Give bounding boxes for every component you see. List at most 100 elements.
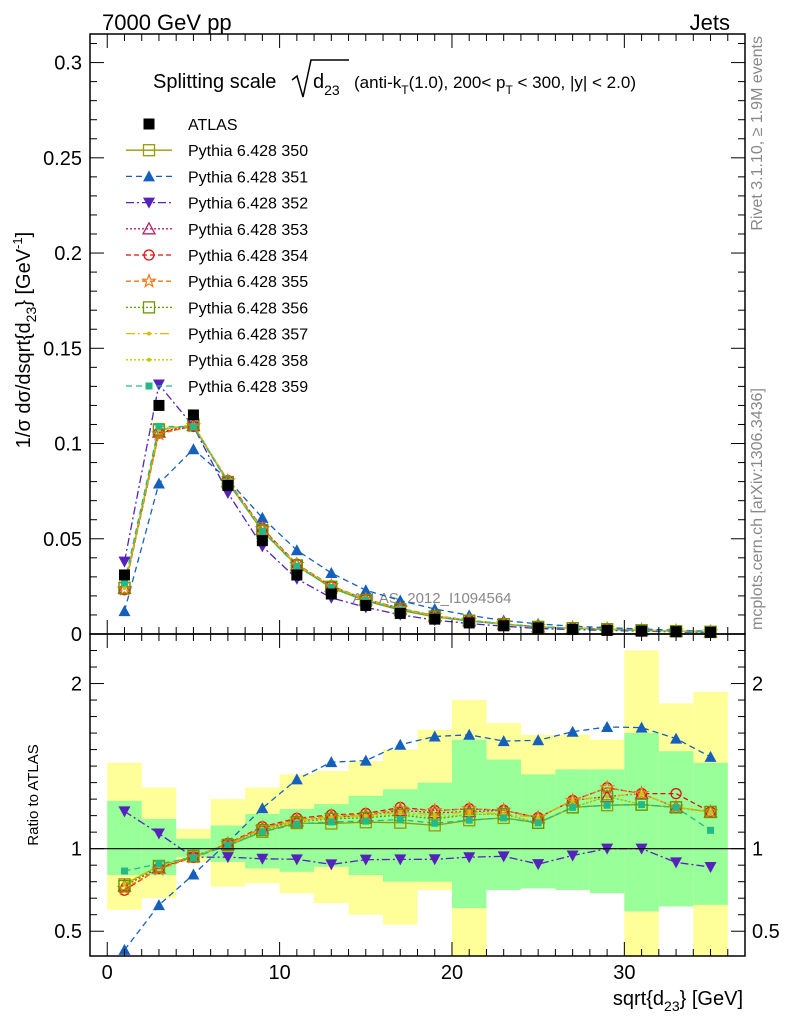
legend-label: Pythia 6.428 353 bbox=[188, 222, 308, 239]
rivet-label: Rivet 3.1.10, ≥ 1.9M events bbox=[749, 36, 766, 231]
series-point bbox=[189, 423, 197, 431]
series-ratio-point bbox=[638, 801, 646, 809]
series-ratio-point bbox=[704, 805, 717, 819]
atlas-point bbox=[118, 569, 130, 581]
band-inner-bin bbox=[658, 751, 694, 907]
legend-label: ATLAS bbox=[188, 117, 238, 134]
ylabel-sup: -1 bbox=[10, 237, 25, 249]
series-point bbox=[256, 511, 269, 523]
atlas-point bbox=[291, 569, 303, 581]
legend-marker bbox=[143, 118, 155, 130]
atlas-point bbox=[394, 607, 406, 619]
y-axis-label: 1/σ dσ/dsqrt{d23} [GeV-1] bbox=[10, 232, 39, 448]
series-3-lines bbox=[123, 383, 711, 868]
title-rest: (anti-kT(1.0), 200< pT < 300, |y| < 2.0) bbox=[354, 73, 636, 97]
legend-marker bbox=[143, 170, 155, 182]
series-point bbox=[122, 585, 127, 590]
title-sym: d bbox=[313, 71, 324, 93]
series-ratio-point bbox=[564, 792, 581, 808]
ratio-y-tick-label: 2 bbox=[71, 674, 82, 696]
y-tick-label: 0.15 bbox=[43, 338, 82, 360]
series-ratio-point bbox=[394, 854, 407, 866]
series-line-main bbox=[123, 424, 711, 633]
atlas-point bbox=[187, 409, 199, 421]
series-ratio-point bbox=[325, 756, 338, 768]
series-ratio-point bbox=[256, 853, 269, 865]
series-ratio-point bbox=[396, 816, 404, 824]
atlas-point bbox=[325, 588, 337, 600]
series-ratio-point bbox=[189, 854, 197, 862]
legend-item: ATLAS bbox=[143, 117, 238, 134]
series-ratio-point bbox=[467, 812, 472, 817]
series-ratio-point bbox=[566, 850, 579, 862]
series-ratio-point bbox=[639, 791, 644, 796]
atlas-point bbox=[463, 617, 475, 629]
title-rest-sub-t2: T bbox=[505, 83, 513, 97]
series-ratio-point bbox=[463, 852, 476, 864]
title-sqrt-sign bbox=[291, 59, 349, 98]
series-ratio-point bbox=[601, 720, 614, 732]
series-ratio-point bbox=[359, 854, 372, 866]
series-point bbox=[152, 379, 165, 391]
legend-label: Pythia 6.428 358 bbox=[188, 353, 308, 370]
atlas-point bbox=[222, 479, 234, 491]
series-ratio-point bbox=[500, 814, 508, 822]
series-ratio-point bbox=[670, 857, 683, 869]
chart-title: Splitting scale bbox=[153, 71, 276, 93]
series-line-main bbox=[123, 383, 711, 634]
series-ratio-point bbox=[465, 816, 473, 824]
legend-item: Pythia 6.428 351 bbox=[126, 169, 308, 186]
legend-item: Pythia 6.428 352 bbox=[126, 196, 308, 213]
series-ratio-point bbox=[327, 818, 335, 826]
series-ratio-point bbox=[532, 734, 545, 746]
series-ratio-point bbox=[256, 802, 269, 814]
series-point bbox=[258, 527, 266, 535]
band-inner-bin bbox=[520, 774, 556, 889]
series-ratio-point bbox=[394, 738, 407, 750]
header-left: 7000 GeV pp bbox=[102, 10, 232, 35]
series-markers bbox=[116, 379, 719, 955]
series-ratio-point bbox=[569, 803, 577, 811]
legend-marker bbox=[142, 144, 156, 157]
legend-item: Pythia 6.428 359 bbox=[126, 379, 308, 396]
legend-label: Pythia 6.428 350 bbox=[188, 143, 308, 160]
legend-marker bbox=[147, 357, 151, 362]
series-ratio-point bbox=[669, 801, 683, 814]
band-inner-bin bbox=[451, 739, 487, 909]
band-inner-bin bbox=[555, 769, 590, 890]
legend-marker bbox=[141, 221, 157, 235]
series-ratio-point bbox=[708, 809, 713, 814]
series-ratio-point bbox=[600, 799, 614, 812]
series-ratio-point bbox=[152, 828, 165, 840]
band-inner-bin bbox=[624, 733, 659, 912]
series-point bbox=[290, 544, 303, 556]
x-tick-label: 30 bbox=[613, 962, 635, 984]
series-ratio-point bbox=[463, 728, 476, 740]
series-ratio-point bbox=[290, 854, 303, 866]
xlabel-a: sqrt{d bbox=[613, 988, 664, 1010]
series-point bbox=[187, 443, 200, 455]
ratio-y-tick-label-right: 0.5 bbox=[752, 921, 780, 943]
series-ratio-point bbox=[566, 725, 579, 737]
series-ratio-point bbox=[534, 819, 542, 827]
series-point bbox=[327, 584, 335, 592]
ylabel-a: 1/σ dσ/dsqrt{d bbox=[13, 322, 35, 448]
series-point bbox=[118, 605, 131, 617]
series-point bbox=[394, 594, 407, 606]
ratio-y-tick-label: 0.5 bbox=[54, 921, 82, 943]
atlas-point bbox=[429, 613, 441, 625]
series-point bbox=[293, 562, 301, 570]
series-point bbox=[359, 584, 372, 596]
band-inner-bin bbox=[417, 782, 452, 882]
y-tick-label: 0.2 bbox=[54, 243, 82, 265]
ylabel-b: } [GeV bbox=[13, 248, 35, 306]
series-ratio-point bbox=[152, 899, 165, 911]
band-inner-bin bbox=[486, 759, 521, 890]
series-ratio-point bbox=[359, 754, 372, 766]
series-ratio-point bbox=[362, 817, 370, 825]
legend-item: Pythia 6.428 353 bbox=[126, 221, 308, 239]
series-ratio-point bbox=[497, 851, 510, 863]
series-ratio-point bbox=[221, 838, 235, 852]
series-ratio-point bbox=[704, 750, 717, 762]
y-tick-label: 0.3 bbox=[54, 53, 82, 75]
